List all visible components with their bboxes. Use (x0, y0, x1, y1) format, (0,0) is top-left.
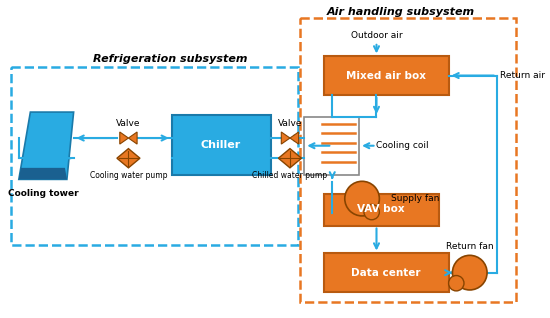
Bar (323, 56, 449, 95)
Polygon shape (281, 132, 290, 144)
Polygon shape (117, 149, 140, 168)
Polygon shape (19, 168, 67, 179)
Text: Supply fan: Supply fan (391, 194, 439, 203)
Text: Refrigeration subsystem: Refrigeration subsystem (92, 54, 247, 64)
Circle shape (453, 255, 487, 290)
Polygon shape (19, 112, 74, 179)
Bar (323, 253, 449, 292)
Text: Cooling water pump: Cooling water pump (90, 171, 167, 180)
Text: Outdoor air: Outdoor air (351, 31, 402, 40)
Text: Chiller: Chiller (201, 140, 241, 150)
Text: Chilled water pump: Chilled water pump (252, 171, 327, 180)
Bar (11, 67, 298, 245)
Bar (300, 18, 516, 302)
Polygon shape (290, 132, 299, 144)
Polygon shape (120, 132, 129, 144)
Circle shape (364, 204, 380, 220)
Text: Air handling subsystem: Air handling subsystem (327, 7, 475, 17)
Bar (304, 117, 359, 175)
Polygon shape (278, 149, 301, 168)
Polygon shape (129, 132, 137, 144)
Text: Mixed air box: Mixed air box (346, 71, 426, 80)
Text: Cooling coil: Cooling coil (377, 141, 429, 150)
Text: Cooling tower: Cooling tower (8, 189, 78, 198)
Text: Valve: Valve (116, 119, 141, 128)
Text: Valve: Valve (278, 119, 302, 128)
Circle shape (345, 181, 380, 216)
Text: VAV box: VAV box (358, 204, 405, 214)
Circle shape (449, 275, 464, 291)
Bar (323, 194, 439, 225)
Text: Data center: Data center (351, 268, 421, 278)
Text: Return air: Return air (499, 71, 544, 80)
Text: Return fan: Return fan (446, 242, 493, 251)
Bar (172, 115, 271, 175)
